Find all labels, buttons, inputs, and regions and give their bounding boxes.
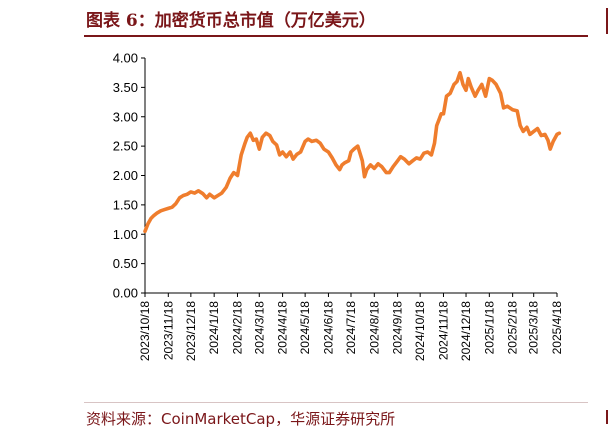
- y-tick-label: 2.00: [113, 168, 138, 183]
- title-underline: [84, 35, 588, 37]
- x-tick-label: 2024/11/18: [436, 301, 450, 360]
- x-tick-label: 2023/11/18: [161, 301, 175, 360]
- x-tick-label: 2024/6/18: [321, 301, 335, 355]
- chart-title: 图表 6：加密货币总市值（万亿美元）: [86, 11, 376, 31]
- chart-axes: [144, 58, 557, 294]
- x-tick-label: 2024/2/18: [230, 301, 244, 355]
- page-edge-marker: [606, 8, 614, 34]
- x-axis-ticks: 2023/10/18 2023/11/18 2023/12/18 2024/1/18 2…: [138, 293, 564, 361]
- y-tick-label: 2.50: [113, 139, 138, 154]
- y-axis-ticks: 0.00 0.50 1.00 1.50 2.00 2.50 3.00 3.50 4.00: [113, 51, 145, 301]
- x-tick-label: 2024/10/18: [413, 301, 427, 361]
- y-tick-label: 1.00: [113, 227, 138, 242]
- x-tick-label: 2024/4/18: [276, 301, 290, 355]
- x-tick-label: 2023/12/18: [184, 301, 198, 361]
- x-tick-label: 2025/2/18: [506, 301, 520, 355]
- x-tick-label: 2024/9/18: [391, 301, 405, 355]
- y-tick-label: 3.00: [113, 109, 138, 124]
- y-tick-label: 1.50: [113, 197, 138, 212]
- x-tick-label: 2024/8/18: [367, 301, 381, 355]
- x-tick-label: 2024/12/18: [459, 301, 473, 361]
- x-tick-label: 2024/7/18: [344, 301, 358, 355]
- series-line: [143, 70, 562, 234]
- series-group: [143, 70, 562, 234]
- y-tick-label: 0.00: [113, 286, 138, 301]
- x-tick-label: 2025/4/18: [550, 301, 564, 355]
- x-tick-label: 2024/1/18: [207, 301, 221, 355]
- y-tick-label: 0.50: [113, 256, 138, 271]
- x-tick-label: 2024/3/18: [252, 301, 266, 355]
- page-edge-marker-bottom: [606, 410, 614, 424]
- y-tick-label: 3.50: [113, 80, 138, 95]
- x-tick-label: 2024/5/18: [298, 301, 312, 355]
- y-tick-label: 4.00: [113, 51, 138, 66]
- x-tick-label: 2023/10/18: [138, 301, 152, 361]
- source-note: 资料来源：CoinMarketCap，华源证券研究所: [86, 410, 396, 428]
- x-tick-label: 2025/1/18: [482, 301, 496, 355]
- footer-divider: [84, 402, 588, 403]
- x-tick-label: 2025/3/18: [527, 301, 541, 355]
